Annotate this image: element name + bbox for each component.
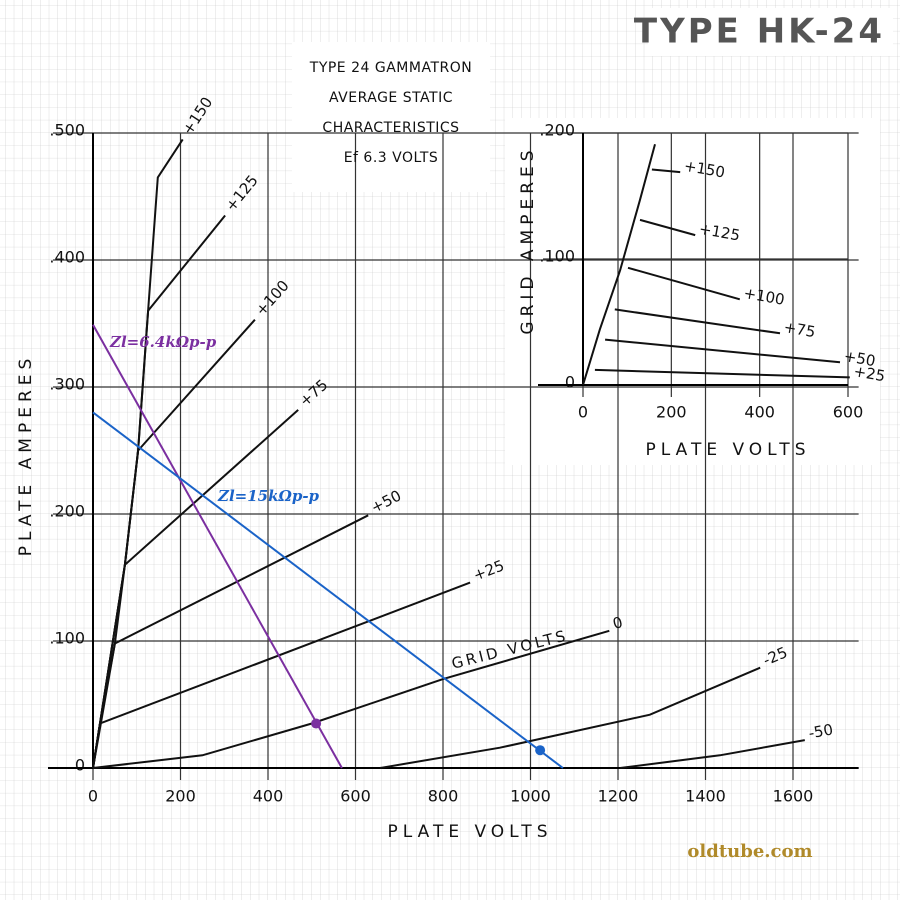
watermark: oldtube.com	[687, 841, 812, 862]
x-tick-label: 600	[340, 787, 371, 806]
curve-label: +75	[783, 318, 817, 341]
y-tick-label: 0	[565, 373, 575, 392]
load-line-label: Zl=15kΩp-p	[217, 487, 320, 505]
y-tick-label: .500	[49, 121, 85, 140]
x-axis-title: PLATE VOLTS	[646, 440, 811, 460]
grid-voltage-curve	[620, 739, 805, 769]
y-tick-label: .100	[49, 629, 85, 648]
charts: 0 .100 .200 .300 .400 .500 0 200 400 600 800 1000 12…	[16, 60, 887, 842]
y-tick-label: .100	[539, 247, 575, 266]
x-tick-label: 200	[165, 787, 196, 806]
title-line: AVERAGE STATIC	[329, 90, 453, 106]
title-line: Ef 6.3 VOLTS	[344, 150, 439, 166]
y-tick-label: 0	[75, 756, 85, 775]
x-axis-title: PLATE VOLTS	[388, 822, 553, 842]
load-line	[92, 411, 564, 769]
x-tick-label: 1600	[773, 787, 814, 806]
title-line: CHARACTERISTICS	[322, 120, 459, 136]
x-tick-label: 1200	[598, 787, 639, 806]
grid-voltage-curve	[594, 368, 850, 379]
load-line	[92, 324, 343, 769]
grid-voltage-curve	[92, 319, 256, 769]
load-line-label: Zl=6.4kΩp-p	[109, 333, 217, 351]
title-box	[292, 42, 490, 192]
grid-voltage-curve	[379, 666, 761, 769]
y-tick-label: .400	[49, 248, 85, 267]
grid-voltage-curve	[627, 266, 741, 301]
operating-point	[311, 718, 322, 729]
inset-box	[505, 118, 880, 465]
grid-voltage-curve	[639, 218, 696, 237]
y-tick-label: .300	[49, 375, 85, 394]
y-tick-label: .200	[49, 502, 85, 521]
x-tick-label: 1000	[510, 787, 551, 806]
x-tick-label: 0	[578, 403, 588, 422]
curve-label: +25	[852, 362, 886, 385]
curve-label: +50	[843, 347, 877, 370]
grid-voltage-curve	[92, 581, 471, 769]
x-tick-label: 0	[88, 787, 98, 806]
envelope-curve	[582, 144, 656, 386]
x-tick-label: 1400	[685, 787, 726, 806]
header: TYPE HK-24	[634, 12, 885, 52]
operating-point	[535, 745, 546, 756]
x-tick-label: 400	[744, 403, 775, 422]
curve-label: -50	[807, 720, 834, 742]
x-tick-label: 600	[833, 403, 864, 422]
y-axis-title: PLATE AMPERES	[16, 354, 36, 557]
y-tick-label: .200	[539, 121, 575, 140]
grid-voltage-curve	[651, 168, 681, 174]
x-tick-label: 400	[253, 787, 284, 806]
grid-voltage-curve	[614, 308, 781, 335]
x-tick-label: 800	[428, 787, 459, 806]
y-axis-title: GRID AMPERES	[518, 145, 538, 334]
grid-voltage-curve	[605, 338, 841, 364]
title-line: TYPE 24 GAMMATRON	[309, 60, 472, 76]
header-box	[648, 8, 893, 56]
x-tick-label: 200	[656, 403, 687, 422]
